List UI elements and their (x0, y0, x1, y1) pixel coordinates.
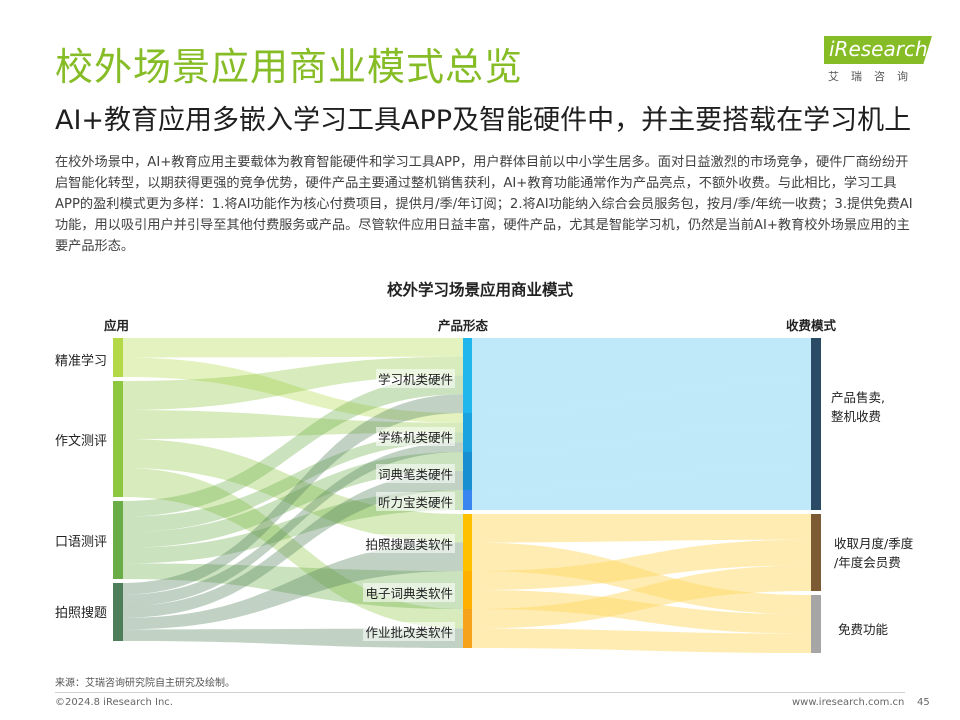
flow-product-to-revenue (472, 467, 811, 510)
flow-app-to-product (123, 394, 463, 595)
revenue-label-membership-line2: /年度会员费 (834, 555, 901, 570)
revenue-label-product-sale-line1: 产品售卖, (831, 390, 885, 405)
product-node-bar (463, 338, 472, 413)
app-node-bar (113, 583, 123, 641)
revenue-node-bar (811, 338, 821, 510)
node-bars (113, 338, 821, 653)
flow-product-to-revenue (472, 338, 811, 413)
flow-app-to-product (123, 357, 463, 423)
flow-app-to-product (123, 432, 463, 533)
flow-product-to-revenue (472, 628, 811, 653)
revenue-label-membership: 收取月度/季度 /年度会员费 (834, 534, 913, 572)
flow-app-to-product (123, 375, 463, 517)
flow-app-to-product (123, 471, 463, 618)
flow-app-to-product (123, 439, 463, 543)
flow-product-to-revenue (472, 381, 811, 452)
flow-app-to-product (123, 442, 463, 607)
app-node-bar (113, 501, 123, 579)
app-label-essay-review: 作文测评 (55, 434, 108, 449)
product-label-learning-machine: 学习机类硬件 (375, 369, 455, 388)
col-header-products: 产品形态 (438, 318, 489, 333)
source-note: 来源：艾瑞咨询研究院自主研究及绘制。 (55, 678, 235, 689)
flow-product-to-revenue (472, 514, 811, 543)
flow-product-to-revenue (472, 542, 811, 615)
copyright-text: ©2024.8 iResearch Inc. (55, 697, 173, 708)
revenue-label-membership-line1: 收取月度/季度 (834, 536, 914, 551)
product-node-bar (463, 514, 472, 571)
logo-cn-text: 艾瑞咨询 (828, 70, 920, 83)
logo-text: iResearch (829, 37, 928, 61)
product-label-photo-search-software: 拍照搜题类软件 (363, 534, 455, 553)
revenue-node-bar (811, 595, 821, 653)
product-node-bar (463, 490, 472, 510)
app-node-bar (113, 381, 123, 497)
product-node-bar (463, 609, 472, 648)
revenue-node-bar (811, 514, 821, 591)
app-label-oral-review: 口语测评 (55, 535, 108, 550)
product-node-bar (463, 413, 472, 452)
flow-app-to-product (123, 338, 463, 358)
product-label-listening-device: 听力宝类硬件 (375, 492, 455, 511)
flow-product-to-revenue (472, 424, 811, 490)
app-label-precise-learning: 精准学习 (55, 354, 108, 369)
flow-app-to-product (123, 542, 463, 630)
product-label-practice-machine: 学练机类硬件 (375, 427, 455, 446)
revenue-label-free-line1: 免费功能 (838, 622, 889, 637)
iresearch-logo: iResearch 艾瑞咨询 (824, 36, 934, 84)
footer-divider (55, 692, 905, 693)
website-url[interactable]: www.iresearch.com.cn (792, 697, 905, 708)
logo-box (824, 36, 932, 64)
col-header-revenue: 收费模式 (786, 318, 837, 333)
revenue-label-product-sale-line2: 整机收费 (831, 409, 882, 424)
col-header-apps: 应用 (104, 318, 130, 333)
product-node-bar (463, 452, 472, 490)
flow-product-to-revenue (472, 539, 811, 590)
product-node-bar (463, 571, 472, 609)
flow-app-to-product (123, 468, 463, 629)
product-label-e-dictionary-software: 电子词典类软件 (363, 583, 455, 602)
flow-product-to-revenue (472, 590, 811, 634)
app-label-photo-search: 拍照搜题 (55, 606, 108, 621)
revenue-label-free: 免费功能 (838, 620, 888, 639)
flow-product-to-revenue (472, 565, 811, 629)
product-label-dictionary-pen: 词典笔类硬件 (375, 464, 455, 483)
product-label-homework-correction-software: 作业批改类软件 (363, 622, 455, 641)
page-title: 校外场景应用商业模式总览 (55, 45, 524, 89)
revenue-label-product-sale: 产品售卖, 整机收费 (831, 388, 885, 426)
body-paragraph: 在校外场景中，AI+教育应用主要载体为教育智能硬件和学习工具APP，用户群体目前… (55, 155, 913, 254)
app-node-bar (113, 338, 123, 377)
page-subtitle: AI+教育应用多嵌入学习工具APP及智能硬件中，并主要搭载在学习机上 (55, 105, 912, 136)
page-number: 45 (917, 697, 930, 708)
diagram-title: 校外学习场景应用商业模式 (386, 281, 573, 299)
